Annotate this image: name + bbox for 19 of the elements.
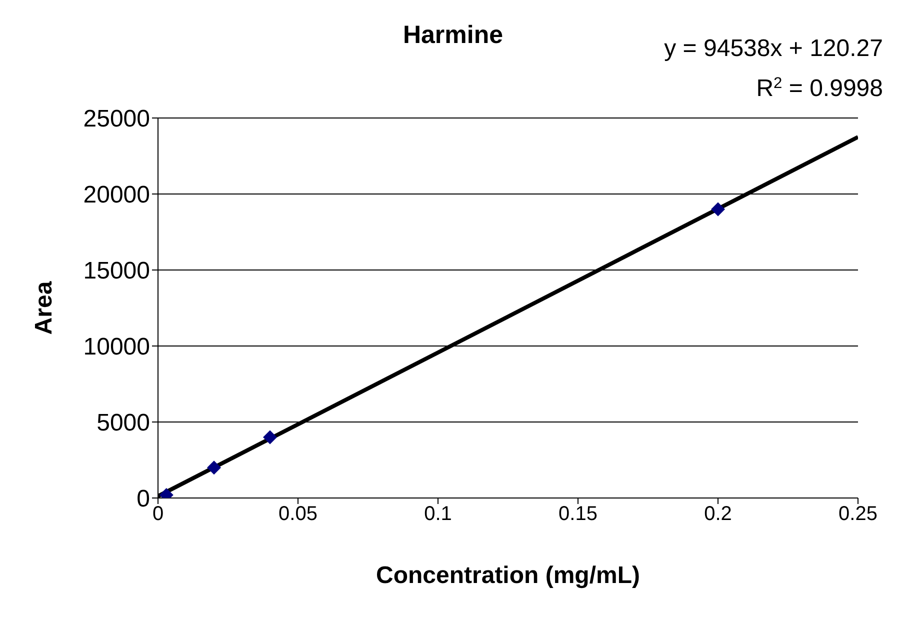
text: R$^{2}$ = 0.9998 xyxy=(756,74,883,102)
point xyxy=(207,460,221,475)
y-tick-label: 25000 xyxy=(83,106,150,133)
point xyxy=(263,430,277,444)
y-axis-title: Area xyxy=(30,280,58,335)
text: y = 94538x + 120.27 xyxy=(664,35,883,62)
chart-title: Harmine xyxy=(402,21,504,49)
x-tick-label: 0.05 xyxy=(278,503,318,526)
x-tick-label: 0.2 xyxy=(704,503,732,526)
x-tick-label: 0.25 xyxy=(838,503,878,526)
x-axis-title: Concentration (mg/mL) xyxy=(376,562,640,589)
y-tick-label: 20000 xyxy=(83,182,150,209)
y-tick-label: 10000 xyxy=(83,334,150,361)
x-tick-label: 0.15 xyxy=(558,503,598,526)
point xyxy=(711,202,725,216)
x-tick-label: 0 xyxy=(152,503,164,526)
y-tick-label: 5000 xyxy=(96,410,150,437)
x-tick-label: 0.1 xyxy=(424,503,452,526)
y-tick-label: 15000 xyxy=(83,258,150,285)
